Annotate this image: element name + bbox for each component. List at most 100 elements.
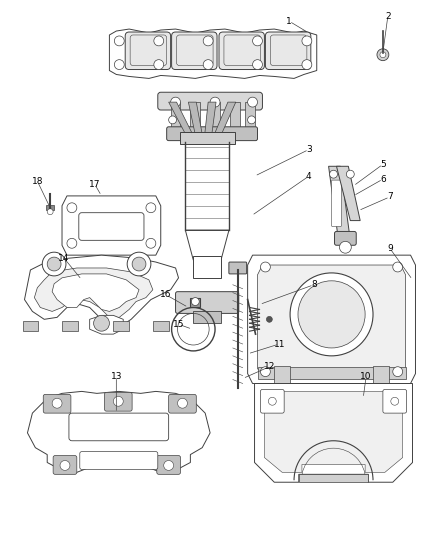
FancyBboxPatch shape [158, 92, 262, 110]
Text: 2: 2 [385, 12, 391, 21]
Circle shape [339, 241, 351, 253]
FancyBboxPatch shape [229, 262, 247, 274]
FancyBboxPatch shape [157, 456, 180, 474]
Polygon shape [62, 196, 161, 255]
Text: 1: 1 [286, 17, 292, 26]
Circle shape [164, 461, 173, 471]
Circle shape [266, 317, 272, 322]
Circle shape [203, 60, 213, 69]
Bar [22, 321, 38, 331]
FancyBboxPatch shape [105, 392, 132, 411]
Polygon shape [254, 384, 413, 482]
Bar [373, 366, 389, 385]
Bar [185, 132, 229, 230]
Polygon shape [212, 102, 236, 140]
Polygon shape [110, 29, 317, 78]
Polygon shape [204, 102, 216, 140]
Circle shape [302, 36, 312, 46]
FancyBboxPatch shape [176, 292, 239, 313]
Polygon shape [169, 102, 195, 140]
Circle shape [253, 60, 262, 69]
Circle shape [253, 36, 262, 46]
Bar [245, 102, 254, 132]
Circle shape [298, 281, 365, 348]
Text: 13: 13 [110, 372, 122, 381]
Circle shape [393, 262, 403, 272]
Circle shape [114, 60, 124, 69]
Circle shape [154, 36, 164, 46]
Circle shape [393, 367, 403, 377]
Text: 15: 15 [173, 320, 184, 329]
Circle shape [47, 257, 61, 271]
Text: 6: 6 [380, 175, 386, 184]
FancyBboxPatch shape [169, 394, 196, 413]
Bar [153, 321, 169, 331]
Text: 12: 12 [264, 362, 275, 371]
Circle shape [261, 367, 270, 377]
Bar [191, 297, 200, 308]
Circle shape [329, 170, 337, 178]
Circle shape [247, 97, 258, 107]
Text: 14: 14 [58, 254, 70, 263]
Bar [191, 102, 200, 132]
Bar [210, 102, 220, 132]
Polygon shape [52, 274, 139, 311]
Circle shape [302, 60, 312, 69]
Circle shape [346, 170, 354, 178]
Circle shape [177, 398, 187, 408]
Circle shape [52, 398, 62, 408]
FancyBboxPatch shape [53, 456, 77, 474]
Bar [230, 102, 240, 132]
Circle shape [47, 209, 53, 215]
Circle shape [60, 461, 70, 471]
FancyBboxPatch shape [332, 180, 342, 227]
Text: 18: 18 [32, 176, 43, 185]
Bar [193, 256, 221, 278]
Bar [113, 321, 129, 331]
Circle shape [94, 316, 110, 331]
FancyBboxPatch shape [219, 32, 265, 69]
Polygon shape [28, 391, 210, 472]
Circle shape [67, 203, 77, 213]
Circle shape [113, 397, 123, 406]
Circle shape [247, 116, 255, 124]
Circle shape [114, 36, 124, 46]
Polygon shape [90, 316, 123, 334]
Text: 5: 5 [380, 160, 386, 169]
Polygon shape [336, 166, 360, 221]
Circle shape [132, 257, 146, 271]
Bar [46, 205, 54, 209]
Circle shape [42, 252, 66, 276]
Text: 4: 4 [306, 172, 312, 181]
FancyBboxPatch shape [383, 390, 406, 413]
Circle shape [377, 49, 389, 61]
Circle shape [169, 116, 177, 124]
Circle shape [391, 397, 399, 405]
Text: 11: 11 [273, 340, 285, 349]
FancyBboxPatch shape [167, 127, 258, 141]
Polygon shape [188, 102, 203, 140]
Bar [258, 367, 406, 378]
Circle shape [261, 262, 270, 272]
Text: 16: 16 [160, 290, 171, 299]
Text: 10: 10 [360, 372, 372, 381]
Bar [193, 311, 221, 324]
Bar [171, 102, 180, 132]
FancyBboxPatch shape [335, 231, 356, 245]
Circle shape [268, 397, 276, 405]
Text: 9: 9 [387, 244, 393, 253]
Circle shape [127, 252, 151, 276]
FancyBboxPatch shape [265, 32, 311, 69]
Polygon shape [25, 255, 179, 327]
Polygon shape [185, 230, 229, 260]
FancyBboxPatch shape [79, 213, 144, 240]
Circle shape [146, 203, 156, 213]
Polygon shape [258, 265, 406, 374]
Circle shape [210, 97, 220, 107]
Circle shape [67, 238, 77, 248]
Circle shape [146, 238, 156, 248]
Circle shape [171, 97, 180, 107]
FancyBboxPatch shape [261, 390, 284, 413]
Circle shape [203, 36, 213, 46]
FancyBboxPatch shape [125, 32, 171, 69]
